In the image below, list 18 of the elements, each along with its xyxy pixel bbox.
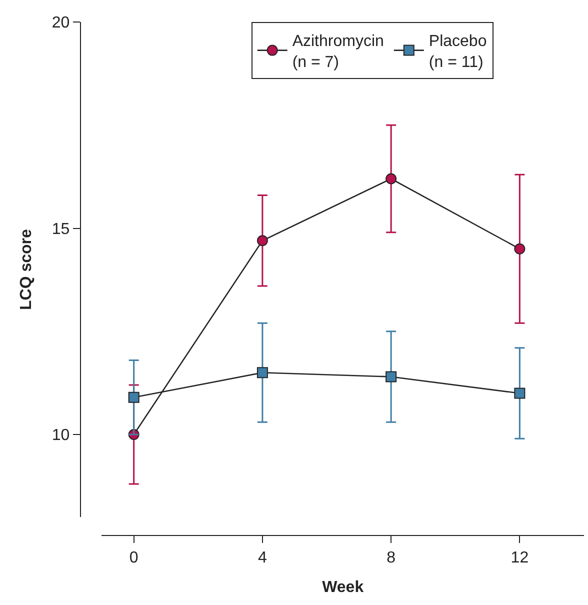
y-tick-label: 20 [52,14,70,32]
point [386,371,397,382]
x-tick-label: 0 [129,549,138,566]
x-axis-title: Week [322,579,364,596]
point [256,235,268,246]
x-tick-label: 12 [510,549,529,566]
point [514,388,526,399]
legend-label: Azithromycin (n = 7) [292,33,384,71]
point [256,367,268,378]
point [386,173,397,184]
x-tick-label: 8 [386,549,396,566]
point [128,392,140,403]
y-tick-label: 15 [52,220,70,238]
x-tick-label: 4 [258,549,267,566]
point [514,243,526,254]
y-tick-label: 10 [52,427,70,444]
legend-label: Placebo (n = 11) [428,33,487,71]
y-axis-title: LCQ score [18,228,35,310]
